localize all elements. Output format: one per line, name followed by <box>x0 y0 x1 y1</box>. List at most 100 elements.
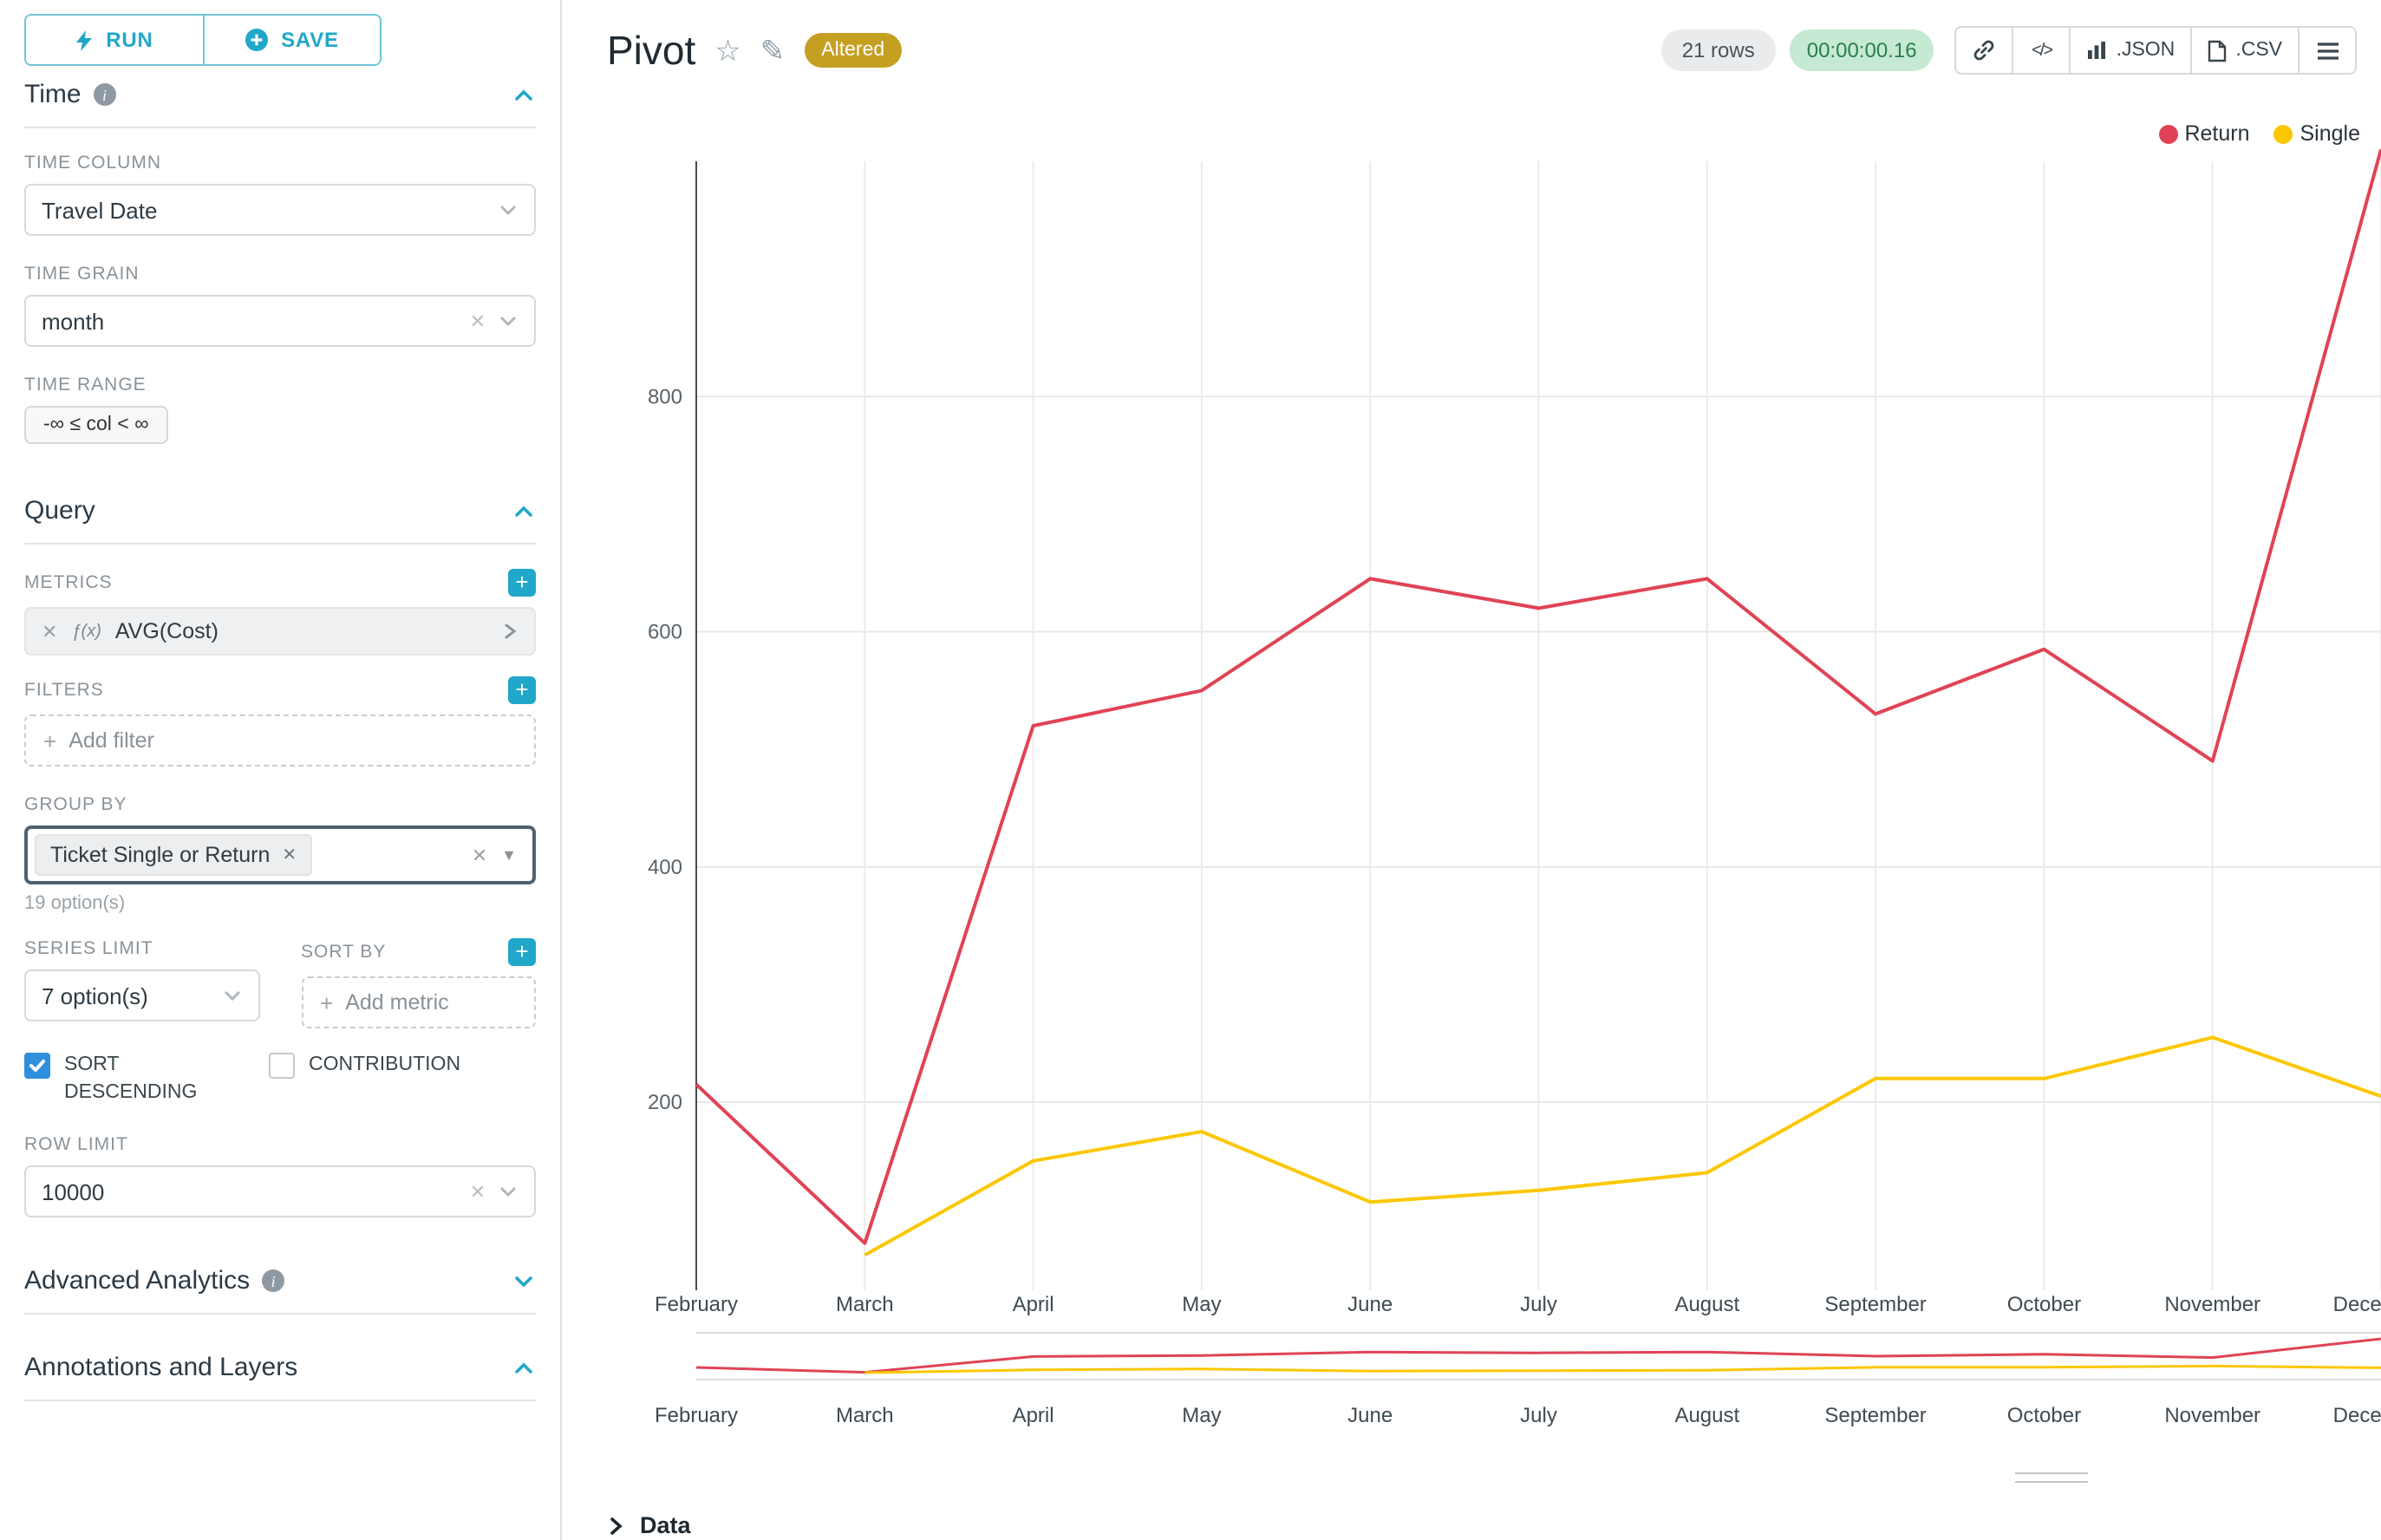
group-by-tag: Ticket Single or Return ✕ <box>35 834 313 876</box>
svg-text:June: June <box>1347 1293 1393 1316</box>
checkbox-unchecked-icon[interactable] <box>269 1053 295 1079</box>
run-save-button-group: RUN SAVE <box>24 14 382 66</box>
metric-item[interactable]: ✕ ƒ(x) AVG(Cost) <box>24 607 536 656</box>
sort-descending-label: SORT DESCENDING <box>64 1054 198 1103</box>
time-column-value: Travel Date <box>42 197 158 223</box>
svg-text:April: April <box>1013 1404 1054 1427</box>
series-limit-select[interactable]: 7 option(s) <box>24 969 259 1021</box>
clear-icon[interactable]: ✕ <box>469 1182 486 1204</box>
svg-text:August: August <box>1674 1293 1739 1316</box>
legend-dot-icon <box>2158 124 2178 143</box>
chevron-down-icon <box>500 1187 516 1197</box>
link-icon <box>1974 40 1994 61</box>
metric-name: AVG(Cost) <box>114 619 219 643</box>
chevron-up-icon[interactable] <box>512 1355 536 1380</box>
chart-legend: Return Single <box>2158 121 2360 146</box>
info-icon: i <box>93 83 116 106</box>
lightning-icon <box>76 29 93 50</box>
add-sort-metric-dropzone[interactable]: + Add metric <box>301 976 536 1028</box>
add-filter-button[interactable]: + <box>508 676 536 704</box>
favorite-star-icon[interactable]: ☆ <box>714 34 741 67</box>
remove-tag-icon[interactable]: ✕ <box>282 845 297 865</box>
plus-icon: + <box>320 989 334 1015</box>
group-by-label: GROUP BY <box>24 794 127 815</box>
caret-down-icon: ▼ <box>501 846 517 864</box>
chevron-down-icon[interactable] <box>512 1269 536 1293</box>
add-filter-dropzone[interactable]: + Add filter <box>24 715 536 767</box>
chart-title: Pivot <box>607 27 696 72</box>
chevron-down-icon <box>224 991 239 1002</box>
svg-text:September: September <box>1824 1404 1926 1427</box>
run-button[interactable]: RUN <box>26 16 204 64</box>
row-limit-select[interactable]: 10000 ✕ <box>24 1165 536 1218</box>
filters-label: FILTERS <box>24 680 104 701</box>
legend-item-return[interactable]: Return <box>2158 121 2250 146</box>
data-panel-toggle[interactable]: Data <box>607 1512 691 1538</box>
sort-descending-checkbox[interactable]: SORT DESCENDING <box>24 1053 224 1106</box>
legend-item-single[interactable]: Single <box>2273 121 2360 146</box>
time-brush-chart[interactable]: February March April May June July August Septe… <box>607 1332 2381 1432</box>
add-metric-label: Add metric <box>345 990 449 1015</box>
share-link-button[interactable] <box>1954 26 2014 75</box>
svg-text:February: February <box>655 1404 738 1427</box>
add-metric-button[interactable]: + <box>508 569 536 597</box>
chart-menu-button[interactable] <box>2298 26 2357 75</box>
time-section-title: Time <box>24 80 82 109</box>
contribution-label: CONTRIBUTION <box>309 1054 461 1075</box>
info-icon: i <box>262 1269 285 1293</box>
hamburger-menu-icon <box>2317 42 2338 59</box>
clear-icon[interactable]: ✕ <box>469 311 486 332</box>
chevron-up-icon[interactable] <box>512 82 536 107</box>
svg-text:September: September <box>1824 1293 1926 1316</box>
fx-icon: ƒ(x) <box>71 622 101 641</box>
save-button[interactable]: SAVE <box>204 16 380 64</box>
panel-resize-handle[interactable] <box>2015 1472 2088 1483</box>
group-by-select[interactable]: Ticket Single or Return ✕ ✕ ▼ <box>24 825 536 884</box>
svg-text:November: November <box>2164 1404 2260 1427</box>
annotations-section-header[interactable]: Annotations and Layers <box>24 1339 536 1402</box>
remove-metric-icon[interactable]: ✕ <box>42 622 58 643</box>
svg-text:July: July <box>1520 1404 1557 1427</box>
run-button-label: RUN <box>106 28 153 52</box>
time-column-select[interactable]: Travel Date <box>24 184 536 236</box>
control-panel: RUN SAVE Time i TIME COLUMN Travel Date … <box>0 0 562 1540</box>
contribution-checkbox[interactable]: CONTRIBUTION <box>269 1053 460 1106</box>
export-json-button[interactable]: .JSON <box>2069 26 2193 75</box>
time-range-pill[interactable]: -∞ ≤ col < ∞ <box>24 406 168 444</box>
svg-text:December: December <box>2333 1404 2381 1427</box>
svg-text:May: May <box>1182 1404 1221 1427</box>
plus-icon: + <box>43 728 57 754</box>
chevron-right-icon[interactable] <box>501 621 519 642</box>
line-chart[interactable]: 200 400 600 800 February March April May June Jul… <box>607 149 2381 1321</box>
svg-text:July: July <box>1520 1293 1557 1316</box>
chevron-down-icon <box>500 206 516 216</box>
series-limit-label: SERIES LIMIT <box>24 938 153 959</box>
query-timer-badge: 00:00:00.16 <box>1789 29 1934 71</box>
data-panel-title: Data <box>640 1512 691 1538</box>
query-section-header[interactable]: Query <box>24 482 536 545</box>
svg-text:August: August <box>1674 1404 1739 1427</box>
time-section-header[interactable]: Time i <box>24 66 536 128</box>
view-query-button[interactable]: </> <box>2012 26 2071 75</box>
svg-text:800: 800 <box>648 385 682 408</box>
clear-icon[interactable]: ✕ <box>471 845 488 866</box>
advanced-analytics-section-header[interactable]: Advanced Analytics i <box>24 1252 536 1315</box>
group-by-tag-label: Ticket Single or Return <box>50 843 271 867</box>
edit-pencil-icon[interactable]: ✎ <box>760 34 786 67</box>
add-sort-metric-button[interactable]: + <box>508 938 536 966</box>
row-count-badge: 21 rows <box>1660 29 1776 71</box>
time-column-label: TIME COLUMN <box>24 153 161 173</box>
checkbox-checked-icon[interactable] <box>24 1053 50 1079</box>
svg-text:October: October <box>2007 1293 2081 1316</box>
time-grain-select[interactable]: month ✕ <box>24 295 536 347</box>
json-button-label: .JSON <box>2116 40 2176 61</box>
bar-chart-icon <box>2088 42 2106 59</box>
legend-dot-icon <box>2273 124 2293 143</box>
export-csv-button[interactable]: .CSV <box>2190 26 2299 75</box>
svg-text:March: March <box>836 1404 894 1427</box>
chevron-up-icon[interactable] <box>512 499 536 523</box>
svg-text:600: 600 <box>648 621 682 644</box>
altered-badge[interactable]: Altered <box>804 33 903 68</box>
save-button-label: SAVE <box>281 28 339 52</box>
